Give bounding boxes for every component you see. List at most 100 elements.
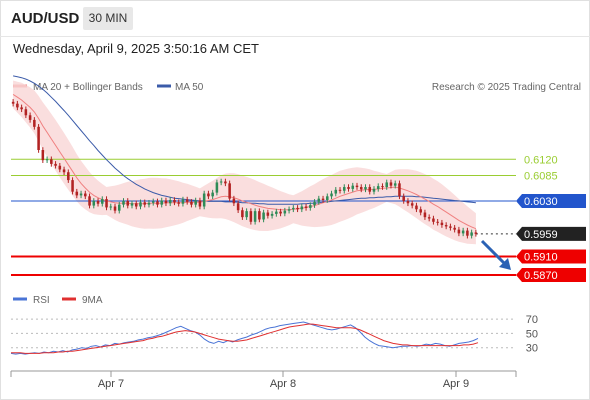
candle-body (359, 187, 363, 190)
rsi-series-rsi (10, 321, 479, 355)
candle-body (241, 210, 244, 218)
candle-body (326, 196, 329, 201)
candle-body (11, 101, 15, 104)
candle-body (67, 172, 70, 181)
timeframe-button[interactable]: 30 MIN (83, 7, 133, 30)
candle-body (432, 218, 435, 222)
candle-body (470, 232, 473, 236)
chart-datetime: Wednesday, April 9, 2025 3:50:16 AM CET (13, 41, 259, 56)
rsi-series-9ma (11, 323, 479, 354)
candle-body (202, 193, 206, 207)
candle-body (164, 200, 168, 204)
candle-body (249, 211, 253, 222)
candle-body (342, 187, 346, 191)
candle-body (134, 203, 138, 207)
candle-body (338, 189, 342, 191)
symbol-title: AUD/USD (11, 10, 80, 27)
rsi-tick-label-70: 70 (526, 314, 538, 326)
candle-body (436, 221, 439, 223)
candle-body (105, 199, 108, 208)
candle-body (270, 213, 274, 216)
candle-body (347, 187, 350, 189)
candle-body (423, 212, 427, 218)
candle-body (313, 201, 316, 206)
level-tag-0.5870 (516, 268, 586, 283)
candle-body (453, 227, 456, 230)
candle-body (54, 163, 57, 166)
candle-body (279, 211, 282, 214)
candle-body (364, 187, 367, 190)
level-tag-0.5959 (516, 226, 586, 241)
candle-body (466, 230, 469, 236)
candle-body (381, 186, 384, 188)
candle-body (215, 182, 219, 193)
candle-body (398, 183, 401, 197)
rsi-tick-label-50: 50 (526, 328, 538, 340)
candle-body (45, 159, 49, 161)
candle-body (253, 211, 257, 222)
candle-body (96, 200, 100, 204)
candle-body (24, 109, 28, 116)
candle-body (173, 200, 176, 203)
forecast-arrow-head (499, 258, 511, 270)
candle-body (330, 193, 333, 197)
candle-body (300, 206, 304, 210)
candle-body (41, 150, 45, 161)
candle-body (402, 196, 405, 201)
forecast-arrow-shaft (480, 239, 509, 268)
level-tag-0.5910 (516, 249, 586, 264)
candle-body (28, 115, 32, 120)
candle-body (304, 206, 308, 208)
candle-body (198, 200, 202, 207)
candle-body (410, 203, 414, 206)
candle-body (126, 200, 130, 206)
candle-body (156, 201, 159, 205)
candle-body (351, 185, 355, 189)
candle-body (181, 199, 185, 204)
candle-body (266, 212, 270, 216)
level-label-0.6085: 0.6085 (524, 170, 558, 182)
candle-body (37, 126, 40, 150)
candle-body (258, 211, 261, 220)
level-label-0.6120: 0.6120 (524, 154, 558, 166)
price-plot: 0.6120 0.6085 0.6030 0.5959 0.5910 0.5870 (11, 75, 586, 283)
rsi-plot: 70 50 30 (10, 314, 538, 355)
candle-body (75, 191, 79, 196)
candle-body (71, 180, 74, 192)
x-axis: Apr 7 Apr 8 Apr 9 (10, 371, 517, 390)
candle-body (185, 199, 189, 202)
candle-body (117, 204, 121, 211)
candle-body (393, 183, 397, 186)
candle-body (84, 193, 87, 197)
candle-body (88, 196, 91, 206)
candle-body (139, 202, 142, 207)
level-label-0.5870: 0.5870 (524, 270, 558, 282)
candle-body (147, 202, 151, 205)
candle-body (287, 209, 291, 211)
candle-body (245, 211, 248, 218)
candle-body (79, 193, 83, 196)
candle-body (224, 181, 227, 184)
candle-body (109, 206, 113, 208)
candle-body (219, 181, 223, 183)
candle-body (372, 188, 376, 192)
candle-body (406, 200, 410, 204)
candle-body (474, 232, 478, 234)
candle-body (334, 189, 338, 194)
candle-body (389, 182, 393, 186)
candle-body (232, 198, 236, 204)
candle-body (143, 202, 147, 205)
x-tick-label: Apr 7 (98, 378, 124, 390)
candle-body (275, 211, 278, 214)
candle-body (130, 203, 134, 206)
candle-body (321, 198, 325, 201)
candle-body (211, 192, 214, 197)
candle-body (33, 119, 36, 127)
candle-body (368, 187, 372, 192)
ma50-legend-label: MA 50 (175, 82, 204, 93)
level-label-0.6030: 0.6030 (524, 196, 558, 208)
candle-body (440, 222, 444, 226)
candle-body (113, 206, 117, 211)
candle-body (177, 202, 180, 204)
